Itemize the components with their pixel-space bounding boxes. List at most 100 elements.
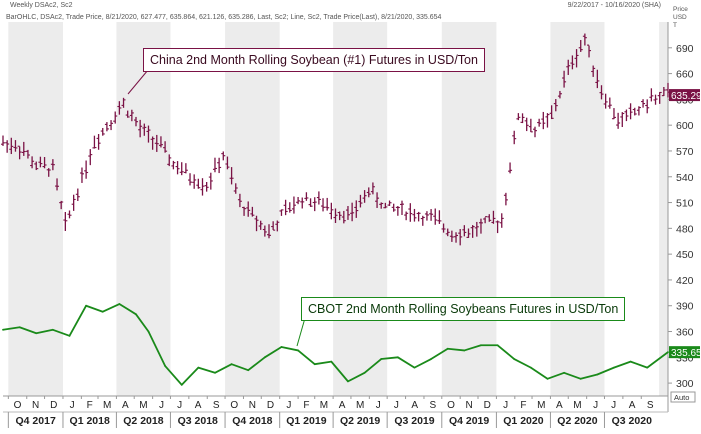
china-ohlc-bar	[88, 149, 93, 166]
quarter-label: Q2 2019	[340, 415, 380, 427]
china-ohlc-bar	[50, 159, 55, 171]
china-ohlc-bar	[142, 123, 147, 136]
china-ohlc-bar	[570, 55, 575, 70]
china-ohlc-bar	[499, 213, 504, 228]
month-label: O	[447, 400, 455, 411]
china-ohlc-bar	[150, 136, 155, 150]
cbot-point	[280, 346, 283, 348]
china-ohlc-bar	[291, 196, 296, 214]
y-tick-label: 570	[676, 146, 694, 158]
cbot-point	[35, 332, 38, 335]
quarter-band	[8, 22, 63, 396]
china-ohlc-bar	[96, 134, 101, 150]
chart-title: Weekly DSAc2, Sc2	[10, 2, 73, 9]
month-label: A	[629, 400, 636, 411]
china-ohlc-bar	[366, 187, 371, 198]
cbot-last-tag-box	[669, 346, 700, 359]
cbot-annotation: CBOT 2nd Month Rolling Soybeans Futures …	[301, 297, 626, 321]
china-ohlc-bar	[279, 209, 284, 216]
china-ohlc-bar	[9, 137, 14, 155]
axis-header-line1: Price	[673, 6, 688, 13]
china-ohlc-bar	[624, 109, 629, 122]
month-label: F	[87, 400, 93, 411]
quarter-label: Q1 2020	[503, 415, 543, 427]
china-ohlc-bar	[424, 211, 429, 221]
cbot-series	[2, 303, 669, 386]
y-tick-label: 510	[676, 198, 694, 210]
china-ohlc-bar	[179, 162, 184, 176]
cbot-point	[51, 328, 54, 331]
china-ohlc-bar	[516, 113, 521, 121]
china-ohlc-bar	[445, 228, 450, 237]
china-ohlc-bar	[250, 206, 255, 217]
china-ohlc-bar	[582, 33, 587, 46]
cbot-point	[247, 369, 250, 372]
last-value-tags: 635.29 335.65 Auto	[127, 69, 701, 403]
cbot-point	[180, 383, 183, 386]
china-ohlc-bar	[429, 209, 434, 221]
china-ohlc-bar	[283, 199, 288, 216]
china-ohlc-bar	[225, 156, 230, 170]
china-ohlc-bar	[200, 178, 205, 196]
china-ohlc-bar	[454, 232, 459, 243]
y-tick-label: 600	[676, 120, 694, 132]
month-label: M	[537, 400, 545, 411]
china-ohlc-bar	[524, 117, 529, 132]
china-ohlc-bar	[46, 168, 51, 177]
china-ohlc-bar	[566, 59, 571, 75]
month-label: F	[520, 400, 526, 411]
month-label: D	[267, 400, 274, 411]
china-ohlc-bar	[71, 194, 76, 211]
china-ohlc-bar	[433, 208, 438, 225]
china-pointer	[127, 69, 149, 95]
china-ohlc-bar	[599, 85, 604, 100]
china-ohlc-bar	[462, 225, 467, 237]
china-ohlc-bar	[275, 220, 280, 232]
china-ohlc-bar	[412, 208, 417, 222]
month-label: M	[356, 400, 364, 411]
china-ohlc-bar	[300, 197, 305, 209]
cbot-point	[396, 356, 399, 359]
china-ohlc-bar	[400, 200, 404, 215]
cbot-point	[579, 377, 582, 380]
china-ohlc-bar	[104, 122, 109, 132]
china-ohlc-bar	[395, 206, 400, 216]
y-tick-label: 480	[676, 223, 694, 235]
y-tick-label: 390	[676, 301, 694, 313]
china-ohlc-bar	[607, 97, 612, 109]
month-label: M	[103, 400, 111, 411]
cbot-point	[613, 366, 615, 369]
china-ohlc-bar	[362, 190, 367, 203]
china-ohlc-bar	[34, 161, 39, 171]
month-label: F	[303, 400, 309, 411]
china-ohlc-bar	[129, 109, 134, 122]
china-ohlc-bar	[533, 126, 537, 138]
cbot-point	[463, 349, 466, 352]
china-ohlc-bar	[117, 101, 122, 115]
china-annotation: China 2nd Month Rolling Soybean (#1) Fut…	[143, 48, 485, 72]
china-ohlc-bar	[42, 157, 47, 169]
month-label: J	[503, 400, 508, 411]
month-label: J	[593, 400, 598, 411]
cbot-point	[480, 344, 482, 347]
quarter-shading	[8, 22, 668, 396]
quarter-label: Q4 2017	[16, 415, 56, 427]
quarter-label: Q4 2019	[449, 415, 489, 427]
china-ohlc-bar	[308, 198, 313, 207]
china-ohlc-bar	[55, 178, 60, 191]
cbot-point	[230, 363, 233, 366]
china-ohlc-bar	[208, 172, 213, 190]
month-label: M	[139, 400, 147, 411]
china-ohlc-bar	[354, 200, 359, 218]
china-ohlc-bar	[508, 162, 513, 174]
china-ohlc-bar	[649, 88, 654, 102]
y-tick-label: 420	[676, 275, 694, 287]
china-ohlc-bar	[350, 202, 355, 222]
china-ohlc-bar	[562, 70, 567, 88]
china-ohlc-bar	[545, 113, 550, 128]
cbot-point	[214, 371, 216, 374]
cbot-point	[197, 366, 200, 369]
cbot-pointer	[296, 317, 306, 347]
china-ohlc-bar	[109, 120, 114, 131]
china-ohlc-bar	[212, 157, 217, 173]
